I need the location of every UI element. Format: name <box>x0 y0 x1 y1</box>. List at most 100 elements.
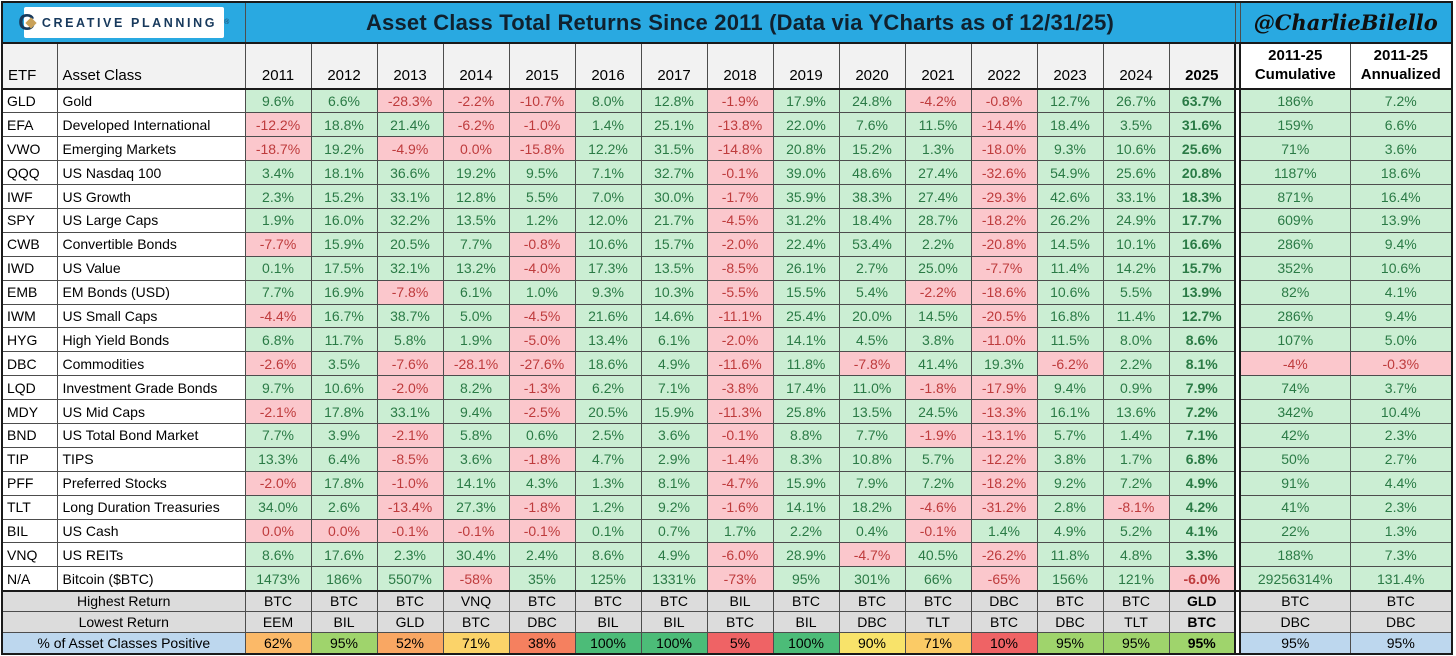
return-cell: 12.7% <box>1036 88 1104 114</box>
return-cell: 13.5% <box>838 399 906 424</box>
return-cell: 36.6% <box>376 160 444 186</box>
etf-cell: LQD <box>1 375 58 401</box>
return-cell: 6.2% <box>574 375 642 401</box>
return-cell: 10.6% <box>1036 279 1104 305</box>
annualized-cell: 10.6% <box>1349 255 1453 281</box>
return-cell: -7.7% <box>970 255 1038 281</box>
table-row: HYG High Yield Bonds 6.8% 11.7% 5.8% 1.9% -5.0… <box>1 327 1453 353</box>
data-rows: GLD Gold 9.6% 6.6% -28.3% -2.2% -10.7% 8.0% 12.8… <box>1 88 1453 592</box>
table-row: IWM US Small Caps -4.4% 16.7% 38.7% 5.0% -4.5%… <box>1 303 1453 329</box>
return-cell: 1.3% <box>904 136 972 162</box>
return-cell: 1.7% <box>1102 446 1170 472</box>
return-cell: -2.0% <box>706 327 774 353</box>
return-cell: 7.7% <box>442 231 510 257</box>
etf-cell: IWF <box>1 184 58 209</box>
return-cell: 15.9% <box>310 231 378 257</box>
return-cell: -6.2% <box>442 112 510 138</box>
return-cell: -5.5% <box>706 279 774 305</box>
cumulative-cell: 352% <box>1239 255 1351 281</box>
return-cell: 19.2% <box>442 160 510 186</box>
return-cell: -20.8% <box>970 231 1038 257</box>
return-cell: 35.9% <box>772 184 840 209</box>
return-cell: 2.2% <box>772 518 840 544</box>
asset-class-cell: High Yield Bonds <box>56 327 246 353</box>
return-cell: 24.5% <box>904 399 972 424</box>
return-cell: 25.1% <box>640 112 708 138</box>
return-cell: 5.5% <box>508 184 576 209</box>
return-cell: 2.7% <box>838 255 906 281</box>
return-cell: 15.9% <box>640 399 708 424</box>
return-cell: -6.0% <box>706 542 774 568</box>
col-header-year: 2013 <box>376 42 444 90</box>
return-cell: 8.3% <box>772 446 840 472</box>
return-cell: 26.7% <box>1102 88 1170 114</box>
pct-positive-cell: 95% <box>310 632 378 655</box>
return-cell: 5.4% <box>838 279 906 305</box>
return-cell: 13.6% <box>1102 399 1170 424</box>
return-cell: 17.8% <box>310 470 378 496</box>
asset-class-cell: Gold <box>56 88 246 114</box>
cumulative-cell: 41% <box>1239 494 1351 520</box>
return-cell: 42.6% <box>1036 184 1104 209</box>
etf-cell: BIL <box>1 518 58 544</box>
return-cell: 25.0% <box>904 255 972 281</box>
return-cell: -27.6% <box>508 351 576 377</box>
return-cell: -4.0% <box>508 255 576 281</box>
return-cell: -18.2% <box>970 470 1038 496</box>
return-cell: 13.5% <box>640 255 708 281</box>
return-cell: 7.7% <box>244 279 312 305</box>
asset-class-cell: Investment Grade Bonds <box>56 375 246 401</box>
return-cell: -1.0% <box>508 112 576 138</box>
return-cell: 16.8% <box>1036 303 1104 329</box>
annualized-cell: 6.6% <box>1349 112 1453 138</box>
pct-positive-cell: 71% <box>442 632 510 655</box>
return-cell: 21.4% <box>376 112 444 138</box>
etf-cell: GLD <box>1 88 58 114</box>
etf-cell: IWM <box>1 303 58 329</box>
return-cell: 4.8% <box>1102 542 1170 568</box>
annualized-cell: 13.9% <box>1349 207 1453 233</box>
return-cell: 11.4% <box>1036 255 1104 281</box>
return-cell: 7.0% <box>574 184 642 209</box>
etf-cell: VNQ <box>1 542 58 568</box>
col-header-year: 2023 <box>1036 42 1104 90</box>
return-cell: 5.8% <box>442 422 510 448</box>
return-cell: -7.8% <box>838 351 906 377</box>
lowest-return-row: Lowest Return EEM BIL GLD BTC DBC BIL BIL BTC BIL… <box>1 611 1453 634</box>
return-cell: -7.7% <box>244 231 312 257</box>
return-cell: 0.4% <box>838 518 906 544</box>
return-cell: 15.7% <box>640 231 708 257</box>
return-cell: -4.4% <box>244 303 312 329</box>
pct-positive-cell: 5% <box>706 632 774 655</box>
return-cell: 7.9% <box>838 470 906 496</box>
return-cell: 0.0% <box>244 518 312 544</box>
etf-cell: EMB <box>1 279 58 305</box>
asset-class-cell: US Cash <box>56 518 246 544</box>
return-cell: 5.5% <box>1102 279 1170 305</box>
summary-value-cell: DBC <box>970 590 1038 613</box>
table-row: CWB Convertible Bonds -7.7% 15.9% 20.5% 7.7% -… <box>1 231 1453 257</box>
return-cell: 32.1% <box>376 255 444 281</box>
cumulative-cell: 188% <box>1239 542 1351 568</box>
return-cell: 20.5% <box>574 399 642 424</box>
return-cell: 3.6% <box>640 422 708 448</box>
summary-value-cell: BTC <box>706 611 774 634</box>
cumulative-cell: 342% <box>1239 399 1351 424</box>
return-cell: 12.8% <box>442 184 510 209</box>
return-cell: -13.3% <box>970 399 1038 424</box>
return-cell: 1331% <box>640 566 708 592</box>
return-cell: 12.0% <box>574 207 642 233</box>
col-header-year: 2018 <box>706 42 774 90</box>
asset-class-cell: US REITs <box>56 542 246 568</box>
return-cell: 18.2% <box>838 494 906 520</box>
asset-class-cell: Preferred Stocks <box>56 470 246 496</box>
etf-cell: TLT <box>1 494 58 520</box>
return-cell: 125% <box>574 566 642 592</box>
return-cell: -18.2% <box>970 207 1038 233</box>
return-cell: -28.1% <box>442 351 510 377</box>
table-row: IWF US Growth 2.3% 15.2% 33.1% 12.8% 5.5% 7.0% 3… <box>1 184 1453 209</box>
return-cell: 1473% <box>244 566 312 592</box>
return-cell: -73% <box>706 566 774 592</box>
return-cell: 13.4% <box>574 327 642 353</box>
